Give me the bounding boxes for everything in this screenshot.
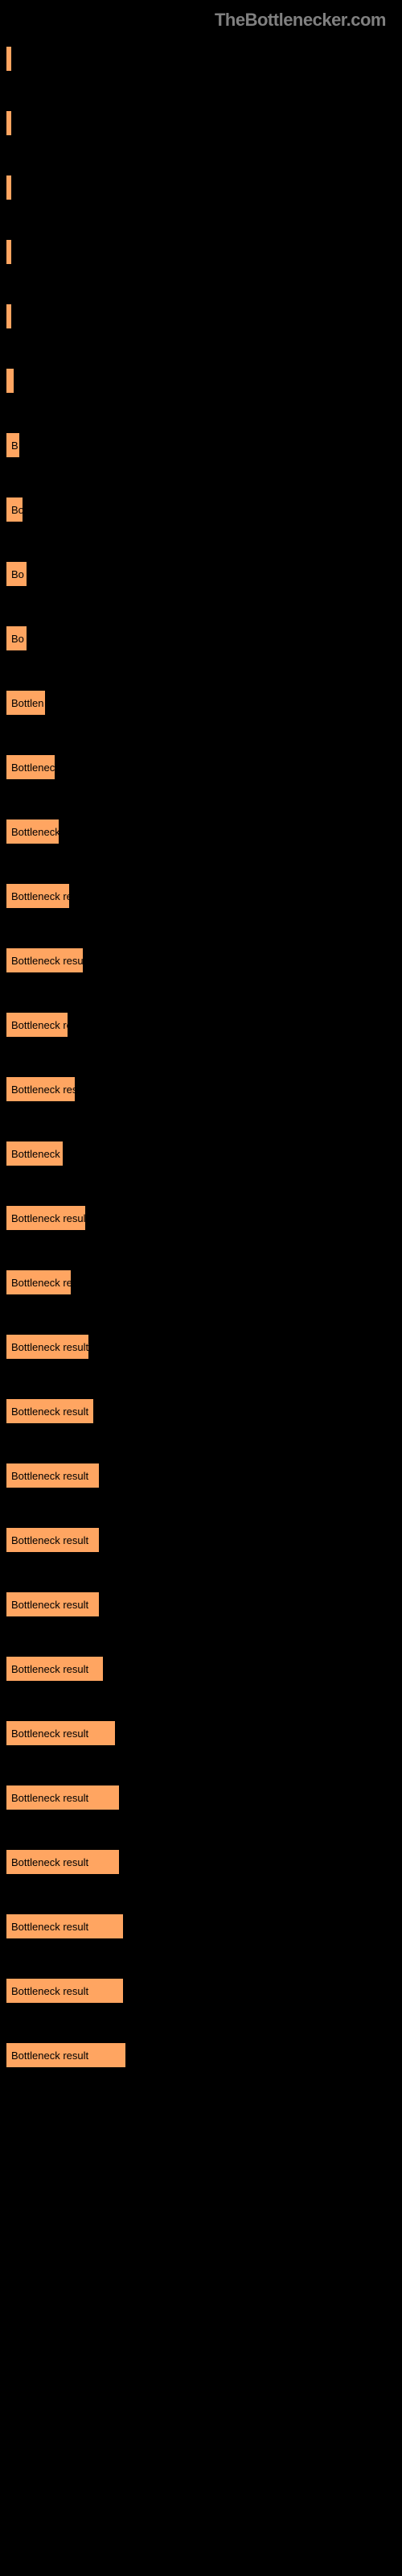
- bar: Bottleneck resu: [6, 1077, 75, 1101]
- bar-row: Bottleneck result: [6, 1335, 402, 1359]
- bar-row: [6, 240, 402, 264]
- bar-label: Bottleneck result: [11, 1470, 88, 1482]
- bar-row: [6, 111, 402, 135]
- bar-row: [6, 369, 402, 393]
- bar: Bo: [6, 626, 27, 650]
- bar: Bottleneck result: [6, 1657, 103, 1681]
- bar: Bottleneck result: [6, 1721, 115, 1745]
- bar: [6, 240, 11, 264]
- bar-row: Bottleneck result: [6, 1785, 402, 1810]
- bar: Bottleneck r: [6, 1141, 63, 1166]
- bar: Bottleneck: [6, 819, 59, 844]
- bar-label: Bo: [11, 633, 24, 645]
- bar-label: Bottleneck result: [11, 1792, 88, 1804]
- bar-chart: B Bo Bo Bo Bottlen Bottleneck r Bottleneck Bott…: [0, 31, 402, 2067]
- bar-label: B: [11, 440, 18, 452]
- bar-row: Bottlen: [6, 691, 402, 715]
- bar-row: [6, 175, 402, 200]
- bar-row: [6, 304, 402, 328]
- bar-label: Bottleneck res: [11, 890, 69, 902]
- bar: Bottlen: [6, 691, 45, 715]
- bar-label: Bottleneck result: [11, 1534, 88, 1546]
- bar: Bottleneck result: [6, 1528, 99, 1552]
- bar: Bottleneck result: [6, 1335, 88, 1359]
- bar-label: Bottleneck re: [11, 1019, 68, 1031]
- logo: TheBottlenecker.com: [215, 10, 386, 30]
- bar-row: [6, 47, 402, 71]
- bar-label: Bottleneck: [11, 826, 59, 838]
- bar: Bottleneck result: [6, 948, 83, 972]
- bar-row: Bottleneck resu: [6, 1077, 402, 1101]
- bar: [6, 111, 11, 135]
- bar-label: Bottleneck res: [11, 1277, 71, 1289]
- bar-label: Bottleneck r: [11, 1148, 63, 1160]
- bar-row: Bottleneck result: [6, 948, 402, 972]
- bar-row: Bottleneck re: [6, 1013, 402, 1037]
- bar-label: Bo: [11, 568, 24, 580]
- bar-row: Bottleneck result: [6, 1399, 402, 1423]
- header: TheBottlenecker.com: [0, 0, 402, 31]
- bar-row: Bottleneck res: [6, 884, 402, 908]
- bar-row: Bottleneck result: [6, 2043, 402, 2067]
- bar-label: Bottleneck result: [11, 1856, 88, 1868]
- bar-row: Bottleneck result: [6, 1206, 402, 1230]
- bar-row: Bottleneck result: [6, 1914, 402, 1938]
- bar-label: Bottleneck result: [11, 955, 83, 967]
- bar: Bottleneck result: [6, 1463, 99, 1488]
- bar-row: Bottleneck result: [6, 1979, 402, 2003]
- bar-row: Bottleneck: [6, 819, 402, 844]
- bar: [6, 47, 11, 71]
- bar-label: Bottlen: [11, 697, 43, 709]
- bar: Bottleneck result: [6, 1979, 123, 2003]
- bar-row: Bottleneck r: [6, 1141, 402, 1166]
- bar-row: Bottleneck result: [6, 1463, 402, 1488]
- bar: Bo: [6, 562, 27, 586]
- bar: Bottleneck result: [6, 2043, 125, 2067]
- bar-label: Bottleneck result: [11, 1663, 88, 1675]
- bar: Bottleneck result: [6, 1592, 99, 1616]
- bar-label: Bottleneck result: [11, 1921, 88, 1933]
- bar: [6, 175, 11, 200]
- bar-label: Bottleneck result: [11, 1406, 88, 1418]
- bar-row: Bottleneck result: [6, 1721, 402, 1745]
- bar-row: Bottleneck result: [6, 1850, 402, 1874]
- bar-row: Bo: [6, 562, 402, 586]
- bar-label: Bottleneck result: [11, 1728, 88, 1740]
- bar-row: Bo: [6, 626, 402, 650]
- bar-label: Bottleneck result: [11, 1212, 85, 1224]
- bar-label: Bottleneck result: [11, 1985, 88, 1997]
- bar: Bottleneck result: [6, 1399, 93, 1423]
- bar: Bottleneck re: [6, 1013, 68, 1037]
- bar: Bottleneck result: [6, 1914, 123, 1938]
- bar: Bottleneck result: [6, 1850, 119, 1874]
- bar-label: Bo: [11, 504, 23, 516]
- bar-label: Bottleneck result: [11, 2050, 88, 2062]
- bar-row: Bo: [6, 497, 402, 522]
- bar: Bottleneck result: [6, 1206, 85, 1230]
- bar-label: Bottleneck r: [11, 762, 55, 774]
- bar-row: Bottleneck r: [6, 755, 402, 779]
- bar-row: Bottleneck result: [6, 1528, 402, 1552]
- bar: Bottleneck res: [6, 1270, 71, 1294]
- bar-row: B: [6, 433, 402, 457]
- bar-row: Bottleneck res: [6, 1270, 402, 1294]
- bar-row: Bottleneck result: [6, 1657, 402, 1681]
- bar-row: Bottleneck result: [6, 1592, 402, 1616]
- bar: B: [6, 433, 19, 457]
- bar-label: Bottleneck result: [11, 1341, 88, 1353]
- bar: Bo: [6, 497, 23, 522]
- bar: [6, 304, 11, 328]
- bar-label: Bottleneck result: [11, 1599, 88, 1611]
- bar: Bottleneck r: [6, 755, 55, 779]
- bar: [6, 369, 14, 393]
- bar: Bottleneck res: [6, 884, 69, 908]
- bar: Bottleneck result: [6, 1785, 119, 1810]
- bar-label: Bottleneck resu: [11, 1084, 75, 1096]
